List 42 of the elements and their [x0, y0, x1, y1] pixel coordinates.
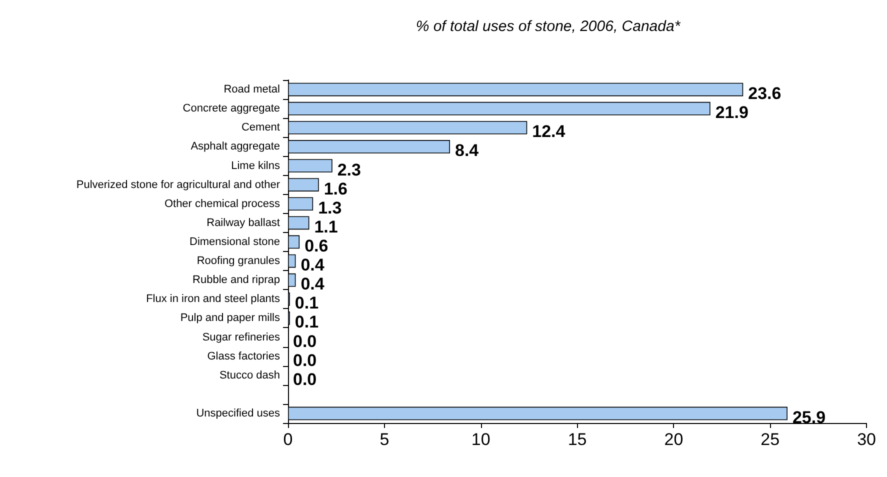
- y-tick-label: Lime kilns: [231, 160, 280, 172]
- data-label: 0.0: [293, 370, 317, 389]
- data-label: 0.4: [300, 274, 325, 294]
- data-label: 0.6: [304, 236, 328, 256]
- y-tick-label: Dimensional stone: [190, 236, 280, 248]
- y-tick-label: Sugar refineries: [202, 331, 280, 344]
- data-label: 0.1: [294, 294, 319, 313]
- x-tick-label: 20: [664, 430, 684, 449]
- y-tick-label: Asphalt aggregate: [190, 140, 280, 153]
- data-label: 0.0: [293, 332, 317, 351]
- data-label: 25.9: [792, 408, 826, 427]
- data-label: 2.3: [337, 160, 361, 180]
- chart-title: % of total uses of stone, 2006, Canada*: [416, 18, 682, 35]
- y-tick-label: Pulp and paper mills: [180, 312, 280, 324]
- y-tick-label: Other chemical process: [164, 198, 280, 210]
- data-label: 0.1: [294, 312, 319, 332]
- x-tick-label: 30: [857, 430, 876, 449]
- x-tick-label: 25: [760, 430, 780, 449]
- data-label: 21.9: [715, 103, 748, 122]
- x-tick-label: 15: [568, 430, 587, 449]
- data-label: 0.0: [293, 350, 317, 370]
- data-label: 8.4: [454, 141, 480, 160]
- data-label: 0.4: [300, 256, 325, 275]
- y-tick-label: Stucco dash: [219, 369, 280, 382]
- y-tick-label: Cement: [241, 122, 280, 134]
- x-tick-label: 10: [471, 430, 490, 449]
- y-tick-label: Unspecified uses: [196, 407, 280, 420]
- data-label: 12.4: [532, 122, 566, 142]
- y-tick-label: Pulverized stone for agricultural and other: [76, 178, 280, 191]
- data-label: 23.6: [748, 84, 782, 104]
- y-tick-label: Flux in iron and steel plants: [146, 293, 280, 306]
- y-tick-label: Railway ballast: [206, 216, 280, 229]
- x-tick-label: 0: [283, 430, 293, 449]
- data-label: 1.1: [314, 217, 338, 236]
- y-tick-label: Roofing granules: [196, 255, 280, 268]
- y-tick-label: Rubble and riprap: [192, 274, 280, 286]
- y-tick-label: Glass factories: [207, 350, 280, 362]
- data-label: 1.3: [318, 198, 342, 218]
- y-tick-label: Road metal: [224, 84, 280, 96]
- data-label: 1.6: [324, 179, 348, 198]
- y-tick-label: Concrete aggregate: [182, 102, 280, 115]
- x-tick-label: 5: [380, 430, 390, 449]
